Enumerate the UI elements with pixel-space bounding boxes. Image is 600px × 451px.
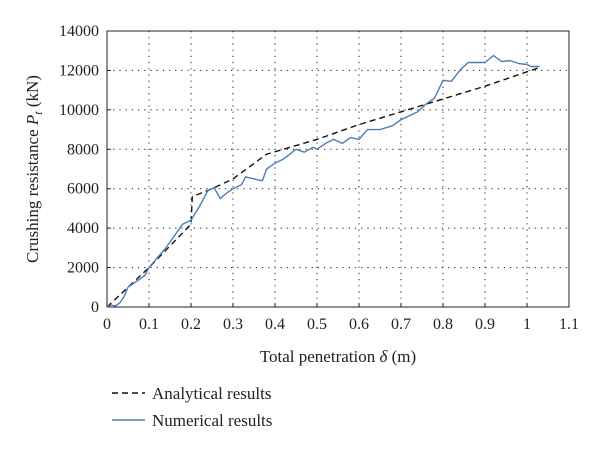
x-axis-label: Total penetration δ (m): [260, 347, 416, 366]
plot-frame: [106, 30, 570, 308]
y-tick-label: 6000: [67, 181, 99, 198]
x-tick-label: 0.5: [307, 316, 327, 333]
x-tick-label: 1.1: [559, 316, 579, 333]
x-axis-label-unit: (m): [387, 347, 416, 366]
series-line-analytical: [106, 66, 540, 308]
series-lines: [106, 54, 540, 308]
y-tick-label: 4000: [67, 220, 99, 237]
x-tick-label: 0.8: [433, 316, 453, 333]
x-tick-label: 0.4: [265, 316, 285, 333]
x-tick-label: 0.2: [181, 316, 201, 333]
y-axis-label-unit: (kN): [23, 75, 42, 111]
y-tick-label: 14000: [59, 23, 99, 40]
y-axis-label: Crushing resistance Pt (kN): [23, 75, 45, 263]
y-tick-label: 8000: [67, 141, 99, 158]
x-tick-label: 0: [103, 316, 111, 333]
x-axis-label-symbol: δ: [379, 347, 388, 366]
x-axis-ticks: 0 0.1 0.2 0.3 0.4 0.5 0.6 0.7 0.8 0.9 1 1.1: [103, 303, 579, 333]
series-line-numerical: [106, 54, 540, 308]
y-axis-ticks: 0 2000 4000 6000 8000 10000 12000 14000: [59, 23, 111, 316]
x-tick-label: 0.6: [349, 316, 369, 333]
x-axis-label-text: Total penetration: [260, 347, 380, 366]
legend-label-numerical: Numerical results: [152, 411, 272, 430]
y-tick-label: 12000: [59, 62, 99, 79]
y-tick-label: 0: [91, 299, 99, 316]
grid: [107, 31, 569, 307]
x-tick-label: 0.9: [475, 316, 495, 333]
legend: Analytical results Numerical results: [112, 384, 272, 430]
x-tick-label: 1: [523, 316, 531, 333]
y-tick-label: 10000: [59, 102, 99, 119]
y-axis-label-subscript: t: [31, 111, 45, 115]
x-tick-label: 0.1: [139, 316, 159, 333]
x-tick-label: 0.7: [391, 316, 411, 333]
x-tick-label: 0.3: [223, 316, 243, 333]
y-axis-label-symbol: P: [23, 115, 42, 126]
y-axis-label-text: Crushing resistance: [23, 125, 42, 263]
legend-label-analytical: Analytical results: [152, 384, 271, 403]
y-tick-label: 2000: [67, 260, 99, 277]
